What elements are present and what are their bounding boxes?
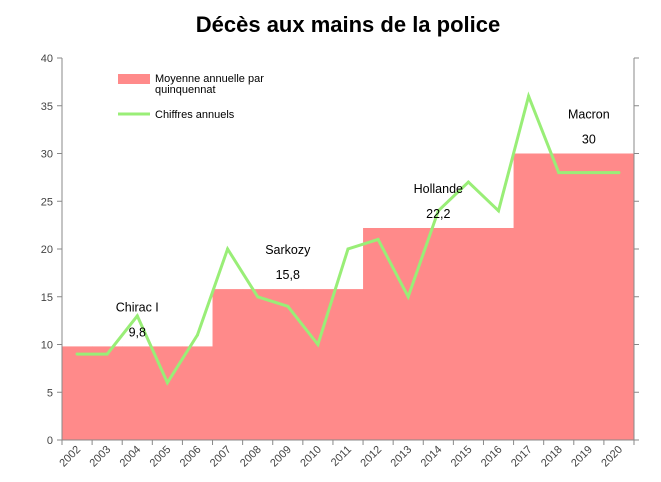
annotation-name: Hollande xyxy=(414,182,463,196)
x-tick-label-2019: 2019 xyxy=(569,444,595,470)
y-tick-label-5: 5 xyxy=(47,387,53,399)
annotation-value: 30 xyxy=(582,133,596,147)
average-bar-2007 xyxy=(212,289,244,440)
annual-point-2017 xyxy=(527,94,531,98)
annotation-name: Sarkozy xyxy=(265,243,311,257)
legend-label-annual: Chiffres annuels xyxy=(155,109,235,121)
y-tick-label-0: 0 xyxy=(47,435,53,447)
x-tick-label-2009: 2009 xyxy=(268,444,294,470)
x-tick-label-2002: 2002 xyxy=(57,444,83,470)
x-tick-label-2008: 2008 xyxy=(238,444,264,470)
annual-point-2007 xyxy=(226,247,230,251)
x-tick-label-2013: 2013 xyxy=(389,444,415,470)
annual-point-2016 xyxy=(497,209,501,213)
x-tick-label-2020: 2020 xyxy=(599,444,625,470)
average-bar-2020 xyxy=(603,153,635,440)
x-tick-label-2006: 2006 xyxy=(178,444,204,470)
legend-swatch-average xyxy=(118,74,150,84)
x-tick-label-2005: 2005 xyxy=(148,444,174,470)
average-bar-2017 xyxy=(513,153,545,440)
x-tick-label-2017: 2017 xyxy=(509,444,535,470)
average-bar-2012 xyxy=(363,227,394,440)
x-tick-label-2018: 2018 xyxy=(539,444,565,470)
y-tick-label-25: 25 xyxy=(41,196,53,208)
annual-point-2003 xyxy=(105,352,109,356)
average-bar-2019 xyxy=(573,153,605,440)
y-tick-label-40: 40 xyxy=(41,53,53,65)
annual-point-2012 xyxy=(376,237,380,241)
average-bar-2009 xyxy=(272,289,304,440)
y-tick-label-10: 10 xyxy=(41,340,53,352)
x-tick-label-2010: 2010 xyxy=(298,444,324,470)
average-bar-2002 xyxy=(62,346,93,440)
average-bar-2016 xyxy=(483,227,515,440)
x-tick-label-2015: 2015 xyxy=(449,444,475,470)
annotations: Chirac I 9,8 Sarkozy 15,8 Hollande 22,2 Macron… xyxy=(116,108,610,340)
legend-label-average: quinquennat xyxy=(155,84,216,96)
annual-point-2019 xyxy=(587,171,591,175)
average-bar-2013 xyxy=(393,227,424,440)
annual-point-2013 xyxy=(406,295,410,299)
legend-label-average: Moyenne annuelle par xyxy=(155,73,264,85)
annual-point-2020 xyxy=(617,171,621,175)
y-tick-label-15: 15 xyxy=(41,292,53,304)
annual-point-2006 xyxy=(195,333,199,337)
average-bar-2006 xyxy=(182,346,214,440)
average-bar-2003 xyxy=(92,346,123,440)
x-tick-label-2003: 2003 xyxy=(87,444,113,470)
chart-title: Décès aux mains de la police xyxy=(196,12,500,37)
annual-point-2005 xyxy=(165,381,169,385)
annual-point-2015 xyxy=(466,180,470,184)
x-tick-label-2012: 2012 xyxy=(358,444,384,470)
y-tick-label-35: 35 xyxy=(41,101,53,113)
x-tick-label-2004: 2004 xyxy=(118,444,144,470)
annotation-name: Macron xyxy=(568,108,610,122)
x-tick-label-2011: 2011 xyxy=(329,444,354,469)
annotation-value: 22,2 xyxy=(426,207,450,221)
x-tick-label-2016: 2016 xyxy=(479,444,505,470)
x-tick-label-2007: 2007 xyxy=(208,444,234,470)
plot-area: 0 5 10 15 20 25 30 35 40 2002 2003 2004 2005 2006 2007… xyxy=(41,53,639,469)
annual-point-2011 xyxy=(346,247,350,251)
average-bar-2004 xyxy=(122,346,153,440)
y-tick-label-20: 20 xyxy=(41,244,53,256)
annual-point-2002 xyxy=(75,352,79,356)
average-bar-2014 xyxy=(423,227,454,440)
annual-point-2008 xyxy=(256,295,260,299)
annotation-name: Chirac I xyxy=(116,300,159,314)
annual-point-2009 xyxy=(286,304,290,308)
annual-point-2014 xyxy=(436,209,440,213)
annotation-value: 15,8 xyxy=(276,268,300,282)
annual-point-2010 xyxy=(316,343,320,346)
x-tick-label-2014: 2014 xyxy=(419,444,445,470)
average-bar-2008 xyxy=(242,289,274,440)
annual-point-2018 xyxy=(557,171,561,175)
average-bar-2018 xyxy=(543,153,575,440)
annotation-value: 9,8 xyxy=(129,325,146,339)
annual-point-2004 xyxy=(135,314,139,318)
average-bar-2011 xyxy=(332,289,364,440)
y-tick-label-30: 30 xyxy=(41,149,53,161)
average-bar-2015 xyxy=(453,227,484,440)
